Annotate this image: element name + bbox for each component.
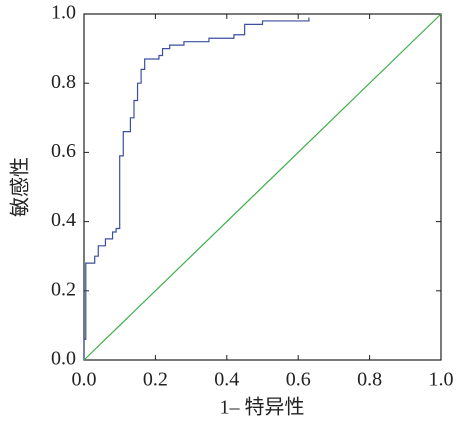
x-tick-label: 0.4	[214, 369, 239, 391]
plot-frame	[83, 13, 442, 361]
x-axis-title: 1– 特异性	[220, 396, 305, 419]
y-tick-label: 0.8	[51, 71, 76, 93]
y-tick-label: 0.6	[51, 140, 76, 162]
x-tick-label: 0.6	[286, 369, 311, 391]
x-tick-label: 0.2	[143, 369, 168, 391]
x-tick-label: 0.8	[357, 369, 382, 391]
y-tick-label: 0.2	[51, 278, 76, 300]
series-line	[83, 13, 442, 361]
y-tick-label: 0.0	[51, 348, 76, 370]
x-tick-label: 0.0	[72, 369, 97, 391]
y-axis-title: 敏感性	[9, 157, 32, 217]
series-line	[83, 17, 310, 360]
y-tick-label: 1.0	[51, 2, 76, 24]
y-tick-label: 0.4	[51, 209, 76, 231]
x-tick-label: 1.0	[429, 369, 454, 391]
